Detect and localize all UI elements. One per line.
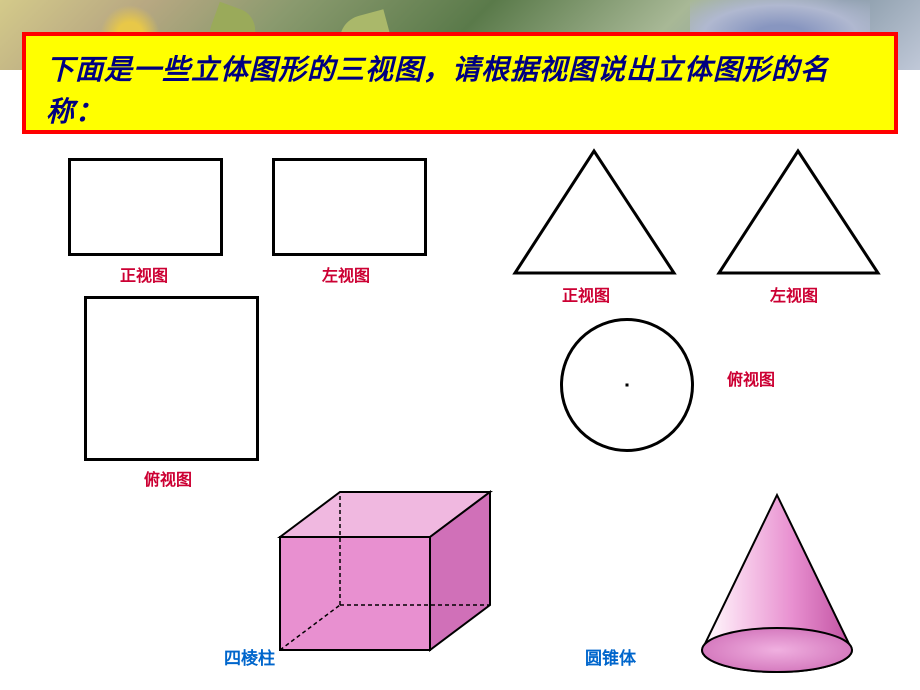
- label-top-view: 俯视图: [144, 466, 192, 490]
- label-left-view: 左视图: [322, 262, 370, 286]
- question-container: 下面是一些立体图形的三视图，请根据视图说出立体图形的名称：: [22, 32, 898, 134]
- prism-left-view: [272, 158, 427, 256]
- cone-solid: [692, 490, 862, 685]
- circle-center-dot: [626, 384, 629, 387]
- question-text: 下面是一些立体图形的三视图，请根据视图说出立体图形的名称：: [46, 50, 874, 134]
- cone-left-view: [716, 148, 881, 281]
- prism-top-view: [84, 296, 259, 461]
- cone-answer: 圆锥体: [585, 644, 636, 669]
- cone-top-view: [560, 318, 694, 452]
- cone-front-view: [512, 148, 677, 281]
- prism-front-view: [68, 158, 223, 256]
- label-top-view: 俯视图: [727, 366, 775, 390]
- label-front-view: 正视图: [562, 282, 610, 306]
- label-left-view: 左视图: [770, 282, 818, 306]
- prism-answer: 四棱柱: [224, 644, 275, 669]
- label-front-view: 正视图: [120, 262, 168, 286]
- cuboid-solid: [270, 482, 500, 667]
